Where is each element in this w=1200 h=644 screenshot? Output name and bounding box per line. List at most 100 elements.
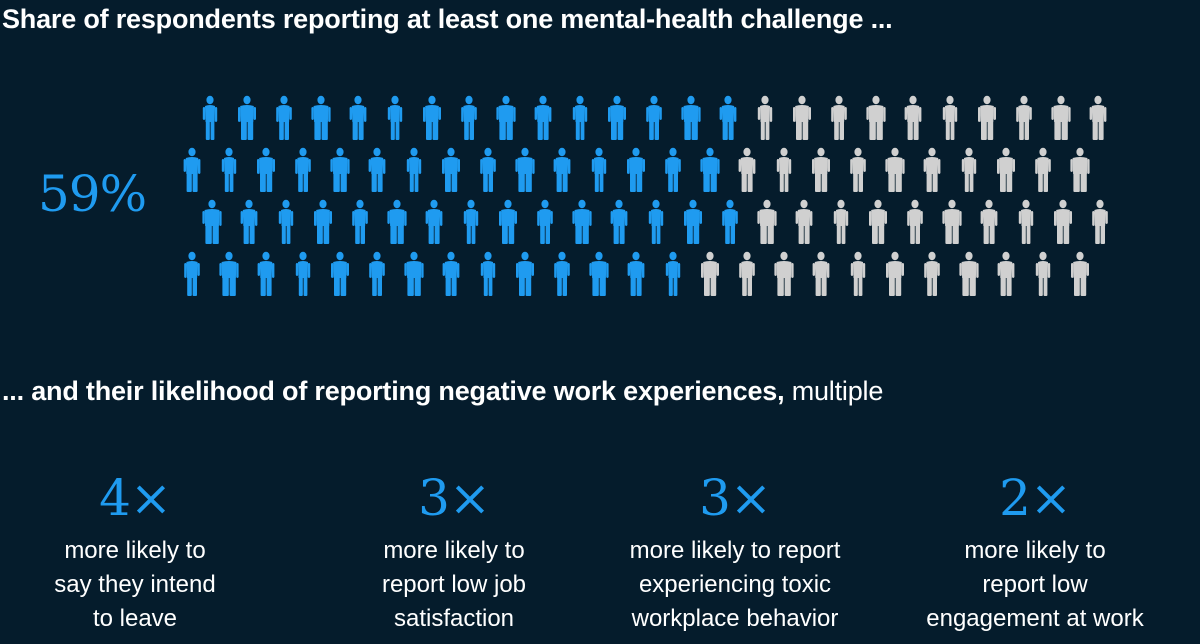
stat-line: report low job xyxy=(381,571,527,598)
person-icon xyxy=(907,199,923,244)
stat-line: more likely to report xyxy=(629,537,841,564)
stat-line: report low xyxy=(982,571,1088,598)
subtitle: ... and their likelihood of reporting ne… xyxy=(2,376,883,407)
stat-line: engagement at work xyxy=(926,605,1144,632)
person-icon-highlighted xyxy=(295,251,311,296)
person-icon-highlighted xyxy=(589,251,609,296)
person-icon-highlighted xyxy=(648,199,664,244)
person-icon xyxy=(739,251,755,296)
person-icon-highlighted xyxy=(295,147,311,192)
stat-description: more likely to report low job satisfacti… xyxy=(309,534,599,636)
person-icon-highlighted xyxy=(368,147,386,192)
person-icon-highlighted xyxy=(627,251,645,296)
person-icon-highlighted xyxy=(722,199,738,244)
person-icon xyxy=(866,95,886,140)
person-icon-highlighted xyxy=(553,147,571,192)
person-icon-highlighted xyxy=(516,251,534,296)
person-icon xyxy=(757,95,773,140)
icon-array xyxy=(183,95,1108,296)
person-icon xyxy=(812,251,830,296)
person-icon-highlighted xyxy=(278,199,294,244)
person-icon xyxy=(1089,95,1107,140)
person-icon xyxy=(980,199,998,244)
person-icon xyxy=(776,147,792,192)
person-icon-highlighted xyxy=(537,199,553,244)
stat-job-satisfaction: 3× more likely to report low job satisfa… xyxy=(309,468,599,636)
subtitle-text: ... and their likelihood of reporting ne… xyxy=(2,376,785,406)
person-icon-highlighted xyxy=(257,147,275,192)
stat-multiple: 3× xyxy=(699,469,772,527)
person-icon xyxy=(904,95,922,140)
person-icon-highlighted xyxy=(572,95,588,140)
person-icon-highlighted xyxy=(534,95,552,140)
stat-description: more likely to report experiencing toxic… xyxy=(590,534,880,636)
person-icon-highlighted xyxy=(681,95,701,140)
stat-line: to leave xyxy=(92,605,178,632)
subtitle-unit: multiple xyxy=(784,376,884,406)
person-icon-highlighted xyxy=(314,199,332,244)
person-icon xyxy=(738,147,756,192)
stat-line: experiencing toxic xyxy=(638,571,832,598)
person-icon-highlighted xyxy=(221,147,237,192)
stat-line: workplace behavior xyxy=(631,605,839,632)
person-icon-highlighted xyxy=(442,251,460,296)
person-icon-highlighted xyxy=(387,199,407,244)
person-icon-highlighted xyxy=(238,95,256,140)
person-icon-highlighted xyxy=(276,95,292,140)
person-icon-highlighted xyxy=(352,199,368,244)
person-icon xyxy=(831,95,847,140)
person-icon xyxy=(850,147,866,192)
person-icon xyxy=(885,147,905,192)
person-icon-highlighted xyxy=(665,147,681,192)
stat-line: more likely to xyxy=(964,537,1106,564)
person-icon-highlighted xyxy=(480,147,496,192)
person-icon xyxy=(1092,199,1108,244)
person-icon-highlighted xyxy=(463,199,479,244)
person-icon-highlighted xyxy=(646,95,662,140)
person-icon-highlighted xyxy=(202,95,218,140)
stat-engagement: 2× more likely to report low engagement … xyxy=(890,468,1180,636)
person-icon xyxy=(997,251,1015,296)
stat-toxic-behavior: 3× more likely to report experiencing to… xyxy=(590,468,880,636)
chart-title: Share of respondents reporting at least … xyxy=(2,4,893,34)
person-icon xyxy=(774,251,794,296)
person-icon-highlighted xyxy=(572,199,592,244)
person-icon xyxy=(1070,147,1090,192)
stat-description: more likely to report low engagement at … xyxy=(890,534,1180,636)
person-icon xyxy=(923,147,941,192)
stat-description: more likely to say they intend to leave xyxy=(0,534,280,636)
person-icon-highlighted xyxy=(480,251,496,296)
person-icon-highlighted xyxy=(406,147,422,192)
stat-multiple: 3× xyxy=(418,469,491,527)
person-icon xyxy=(869,199,887,244)
person-icon-highlighted xyxy=(719,95,737,140)
person-icon xyxy=(833,199,849,244)
person-icon xyxy=(701,251,719,296)
person-icon-highlighted xyxy=(496,95,516,140)
person-icon-highlighted xyxy=(515,147,535,192)
person-icon xyxy=(978,95,996,140)
person-icon-highlighted xyxy=(369,251,385,296)
person-icon xyxy=(942,95,958,140)
person-icon-highlighted xyxy=(202,199,222,244)
person-icon xyxy=(795,199,813,244)
person-icon-highlighted xyxy=(665,251,681,296)
person-icon xyxy=(1035,251,1051,296)
person-icon xyxy=(850,251,866,296)
person-icon xyxy=(1071,251,1089,296)
person-icon xyxy=(961,147,977,192)
person-icon xyxy=(997,147,1015,192)
person-icon-highlighted xyxy=(461,95,477,140)
person-icon-highlighted xyxy=(627,147,645,192)
person-icon xyxy=(1035,147,1051,192)
person-icon-highlighted xyxy=(610,199,628,244)
person-icon-highlighted xyxy=(387,95,403,140)
stat-leave: 4× more likely to say they intend to lea… xyxy=(0,468,280,636)
person-icon-highlighted xyxy=(700,147,720,192)
person-icon xyxy=(1016,95,1032,140)
person-icon-highlighted xyxy=(240,199,258,244)
person-icon-highlighted xyxy=(184,251,200,296)
stat-line: say they intend xyxy=(54,571,216,598)
person-icon-highlighted xyxy=(257,251,275,296)
person-icon xyxy=(812,147,830,192)
